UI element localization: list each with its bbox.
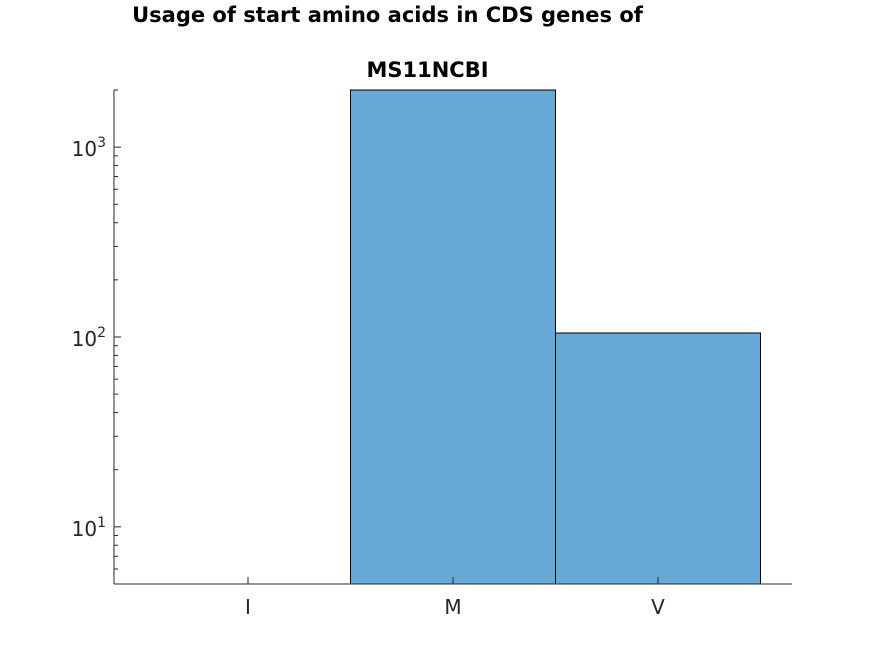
chart-title-line-1: Usage of start amino acids in CDS genes … bbox=[132, 3, 643, 27]
bar-V bbox=[555, 332, 761, 585]
x-tick-label: V bbox=[651, 595, 665, 619]
y-tick-label: 101 bbox=[72, 515, 106, 541]
y-tick-label: 102 bbox=[72, 325, 106, 351]
y-tick-label: 103 bbox=[72, 135, 106, 161]
chart-title-line-2: MS11NCBI bbox=[366, 58, 489, 82]
bars-group bbox=[145, 89, 761, 585]
bar-M bbox=[350, 89, 556, 585]
y-axis: 101 102 103 bbox=[72, 89, 121, 585]
x-tick-label: M bbox=[444, 595, 461, 619]
x-tick-label: I bbox=[245, 595, 251, 619]
